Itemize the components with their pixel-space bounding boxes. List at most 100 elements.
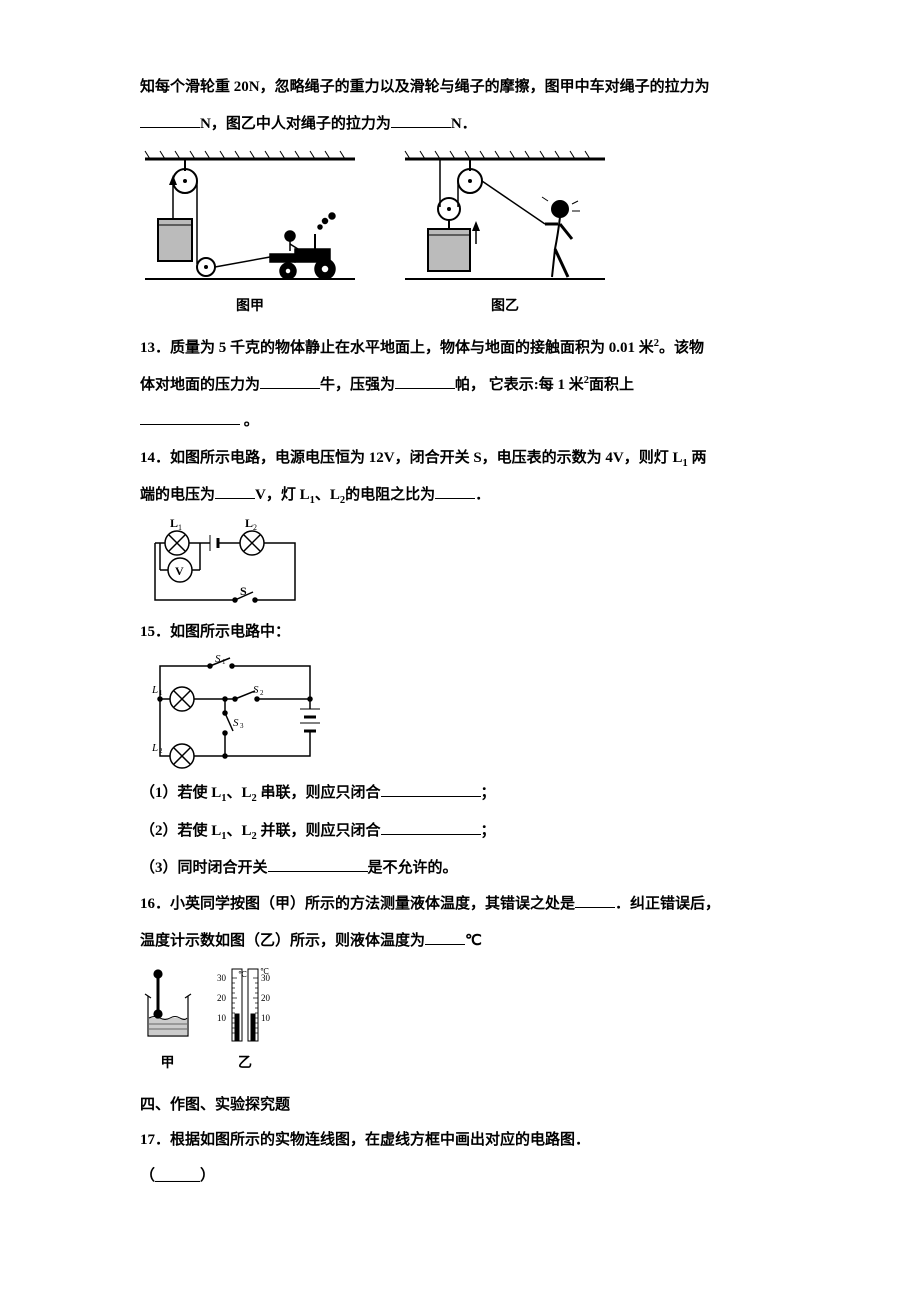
q15-i3-a: （3）同时闭合开关 xyxy=(140,860,268,876)
q16-text-2b: ℃ xyxy=(465,933,482,949)
svg-text:L: L xyxy=(151,684,158,696)
q14-text-2b: V，灯 L xyxy=(255,487,310,503)
svg-text:2: 2 xyxy=(159,747,163,755)
q14-text-2d: 的电阻之比为 xyxy=(345,487,435,503)
q14-text-1a: 14．如图所示电路，电源电压恒为 12V，闭合开关 S，电压表的示数为 4V，则… xyxy=(140,450,683,466)
q16-jia-caption: 甲 xyxy=(140,1048,195,1080)
q13-text-1: 13．质量为 5 千克的物体静止在水平地面上，物体与地面的接触面积为 0.01 … xyxy=(140,340,654,356)
q15-i2-d: ； xyxy=(481,823,496,839)
q15-blank-3[interactable] xyxy=(268,857,368,872)
svg-text:30: 30 xyxy=(217,973,227,983)
figure-jia: 图甲 xyxy=(140,149,360,323)
q15-item1: （1）若使 L1、L2 串联，则应只闭合； xyxy=(140,776,780,811)
svg-text:℃: ℃ xyxy=(260,967,269,976)
q17-text: 17．根据如图所示的实物连线图，在虚线方框中画出对应的电路图． xyxy=(140,1123,780,1158)
svg-text:20: 20 xyxy=(217,993,227,1003)
svg-text:S: S xyxy=(215,653,221,665)
q15-i2-b: 、L xyxy=(227,823,252,839)
q14-text-2c: 、L xyxy=(315,487,340,503)
q13-line1: 13．质量为 5 千克的物体静止在水平地面上，物体与地面的接触面积为 0.01 … xyxy=(140,331,780,366)
beaker-thermometer-icon xyxy=(140,966,195,1046)
q15-i1-a: （1）若使 L xyxy=(140,785,221,801)
thermometer-reading-icon: 30 20 10 30 20 10 ℃ ℃ xyxy=(210,966,280,1046)
q16-text-2a: 温度计示数如图（乙）所示，则液体温度为 xyxy=(140,933,425,949)
q15-i1-b: 、L xyxy=(227,785,252,801)
svg-text:10: 10 xyxy=(261,1013,271,1023)
q13-text-2d: 面积上 xyxy=(589,377,634,393)
figure-yi-caption: 图乙 xyxy=(400,291,610,323)
q13-blank-2[interactable] xyxy=(395,374,455,389)
svg-text:2: 2 xyxy=(253,523,257,532)
svg-text:20: 20 xyxy=(261,993,271,1003)
q12-line2: N，图乙中人对绳子的拉力为 N． xyxy=(140,107,780,142)
q13-blank-1[interactable] xyxy=(260,374,320,389)
pulley-diagram-1-icon xyxy=(140,149,360,289)
q15-i3-b: 是不允许的。 xyxy=(368,860,458,876)
q12-text-1: 知每个滑轮重 20N，忽略绳子的重力以及滑轮与绳子的摩擦，图甲中车对绳子的拉力为 xyxy=(140,79,710,95)
q12-text-3: N． xyxy=(451,116,477,132)
q16-yi-caption: 乙 xyxy=(210,1048,280,1080)
q13-line2: 体对地面的压力为牛，压强为帕， 它表示:每 1 米2面积上 xyxy=(140,368,780,403)
q14-line2: 端的电压为V，灯 L1、L2的电阻之比为． xyxy=(140,478,780,513)
q13-text-2a: 体对地面的压力为 xyxy=(140,377,260,393)
svg-text:2: 2 xyxy=(260,689,264,697)
q14-blank-1[interactable] xyxy=(215,484,255,499)
figure-q16-jia: 甲 xyxy=(140,966,195,1080)
q15-item3: （3）同时闭合开关 是不允许的。 xyxy=(140,851,780,886)
svg-text:S: S xyxy=(253,684,259,696)
svg-text:℃: ℃ xyxy=(238,970,247,979)
svg-text:3: 3 xyxy=(240,722,244,730)
svg-text:1: 1 xyxy=(222,658,226,666)
svg-text:1: 1 xyxy=(178,523,182,532)
q14-circuit: L1 L2 V S xyxy=(140,515,780,615)
figure-yi: 图乙 xyxy=(400,149,610,323)
q12-figures: 图甲 xyxy=(140,149,780,323)
q14-text-2a: 端的电压为 xyxy=(140,487,215,503)
q12-blank-2[interactable] xyxy=(391,113,451,128)
q15-i2-a: （2）若使 L xyxy=(140,823,221,839)
q16-line2: 温度计示数如图（乙）所示，则液体温度为 ℃ xyxy=(140,924,780,959)
circuit-diagram-1-icon: L1 L2 V S xyxy=(140,515,310,615)
q15-circuit: S1 S2 S3 L1 L2 xyxy=(140,651,780,776)
figure-jia-caption: 图甲 xyxy=(140,291,360,323)
q13-line3: 。 xyxy=(140,404,780,439)
svg-text:1: 1 xyxy=(159,689,163,697)
q14-text-1b: 两 xyxy=(688,450,707,466)
q13-text-1b: 。该物 xyxy=(659,340,704,356)
q13-text-3: 。 xyxy=(240,413,259,429)
svg-text:S: S xyxy=(233,717,239,729)
svg-text:V: V xyxy=(175,564,184,578)
q13-blank-3[interactable] xyxy=(140,410,240,425)
svg-text:10: 10 xyxy=(217,1013,227,1023)
q15-blank-1[interactable] xyxy=(381,782,481,797)
q15-header: 15．如图所示电路中： xyxy=(140,615,780,650)
q16-line1: 16．小英同学按图（甲）所示的方法测量液体温度，其错误之处是 ．纠正错误后， xyxy=(140,887,780,922)
q12-text-2: N，图乙中人对绳子的拉力为 xyxy=(200,116,391,132)
q13-text-2b: 牛，压强为 xyxy=(320,377,395,393)
q15-i1-d: ； xyxy=(481,785,496,801)
q15-i1-c: 串联，则应只闭合 xyxy=(257,785,381,801)
q13-text-2c: 帕， 它表示:每 1 米 xyxy=(455,377,584,393)
pulley-diagram-2-icon xyxy=(400,149,610,289)
svg-text:L: L xyxy=(151,742,158,754)
svg-text:L: L xyxy=(170,516,178,530)
q16-text-1b: ．纠正错误后， xyxy=(615,896,720,912)
q16-figures: 甲 30 xyxy=(140,966,780,1080)
q12-line1: 知每个滑轮重 20N，忽略绳子的重力以及滑轮与绳子的摩擦，图甲中车对绳子的拉力为 xyxy=(140,70,780,105)
circuit-diagram-2-icon: S1 S2 S3 L1 L2 xyxy=(140,651,330,776)
q16-blank-1[interactable] xyxy=(575,893,615,908)
svg-text:S: S xyxy=(240,584,247,598)
q14-text-2e: ． xyxy=(475,487,490,503)
q15-item2: （2）若使 L1、L2 并联，则应只闭合； xyxy=(140,814,780,849)
q17-paren-text[interactable]: （______） xyxy=(140,1159,215,1194)
figure-q16-yi: 30 20 10 30 20 10 ℃ ℃ 乙 xyxy=(210,966,280,1080)
q16-text-1a: 16．小英同学按图（甲）所示的方法测量液体温度，其错误之处是 xyxy=(140,896,575,912)
q17-paren: （______） xyxy=(140,1159,780,1194)
svg-text:L: L xyxy=(245,516,253,530)
q14-line1: 14．如图所示电路，电源电压恒为 12V，闭合开关 S，电压表的示数为 4V，则… xyxy=(140,441,780,476)
q15-i2-c: 并联，则应只闭合 xyxy=(257,823,381,839)
q16-blank-2[interactable] xyxy=(425,930,465,945)
q15-blank-2[interactable] xyxy=(381,820,481,835)
q12-blank-1[interactable] xyxy=(140,113,200,128)
q14-blank-2[interactable] xyxy=(435,484,475,499)
